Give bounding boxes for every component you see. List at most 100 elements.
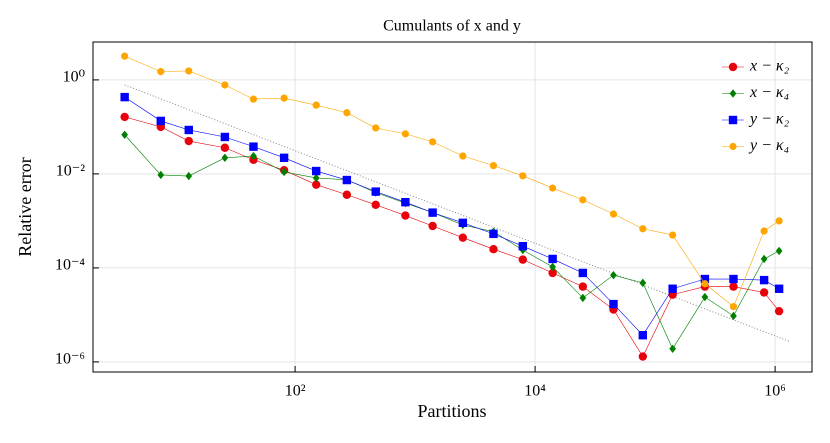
- legend-label: x − κ₂: [749, 58, 790, 75]
- reference-line: [124, 84, 791, 343]
- marker: [249, 95, 258, 103]
- marker: [372, 124, 380, 132]
- marker: [639, 278, 647, 288]
- marker: [312, 101, 320, 109]
- marker: [120, 92, 129, 102]
- y-tick-label: 10⁻⁶: [55, 351, 85, 368]
- marker: [401, 130, 409, 138]
- marker: [774, 306, 784, 316]
- marker: [459, 152, 467, 160]
- marker: [157, 170, 165, 180]
- plot-frame: [92, 41, 813, 373]
- marker: [220, 143, 230, 152]
- marker: [774, 284, 784, 293]
- marker: [701, 280, 709, 288]
- marker: [668, 284, 677, 293]
- marker: [312, 180, 321, 189]
- legend-label: x − κ₄: [749, 84, 789, 101]
- legend-marker: [728, 115, 738, 125]
- marker: [759, 288, 769, 297]
- marker: [639, 225, 647, 233]
- marker: [701, 292, 709, 302]
- marker: [609, 299, 618, 309]
- marker: [638, 352, 648, 361]
- marker: [279, 153, 289, 163]
- marker: [519, 172, 527, 180]
- marker: [548, 268, 557, 278]
- marker: [578, 268, 588, 278]
- marker: [343, 109, 351, 117]
- marker: [669, 344, 676, 354]
- marker: [760, 254, 768, 264]
- marker: [342, 190, 352, 199]
- marker: [185, 67, 193, 75]
- marker: [609, 210, 618, 218]
- series-line: [124, 116, 780, 358]
- marker: [669, 231, 677, 239]
- marker: [121, 130, 129, 139]
- marker: [578, 282, 588, 291]
- marker: [729, 274, 738, 284]
- marker: [579, 293, 587, 303]
- y-tick-label: 10⁻⁴: [55, 257, 85, 274]
- marker: [729, 282, 738, 291]
- marker: [518, 241, 528, 251]
- legend-label: y − κ₄: [748, 137, 789, 154]
- series-line: [124, 134, 780, 350]
- marker: [342, 175, 352, 185]
- legend-marker: [729, 89, 737, 98]
- marker: [489, 162, 498, 170]
- marker: [489, 229, 498, 239]
- marker: [489, 244, 498, 254]
- marker: [184, 136, 193, 146]
- marker: [280, 94, 288, 102]
- marker: [185, 171, 193, 181]
- legend-marker: [729, 142, 737, 151]
- marker: [549, 262, 556, 272]
- marker: [156, 116, 165, 126]
- marker: [371, 187, 380, 196]
- marker: [730, 311, 737, 321]
- y-tick-label: 10⁰: [63, 69, 85, 86]
- marker: [775, 246, 783, 256]
- x-tick-label: 10⁴: [524, 383, 546, 400]
- marker: [760, 227, 768, 235]
- marker: [401, 211, 410, 220]
- chart-title: Cumulants of x and y: [383, 18, 521, 35]
- marker: [729, 303, 738, 311]
- marker: [610, 270, 617, 280]
- marker: [221, 153, 229, 163]
- marker: [518, 255, 528, 264]
- marker: [249, 142, 258, 151]
- marker: [250, 151, 257, 161]
- y-axis-label: Relative error: [15, 157, 35, 256]
- marker: [401, 197, 410, 207]
- x-axis-label: Partitions: [417, 401, 486, 421]
- marker: [280, 167, 288, 177]
- marker: [157, 68, 165, 76]
- marker: [458, 233, 468, 242]
- marker: [579, 196, 587, 204]
- marker: [120, 112, 129, 122]
- marker: [429, 138, 437, 146]
- marker: [221, 81, 229, 89]
- marker: [759, 275, 769, 285]
- marker: [700, 274, 710, 284]
- x-tick-label: 10⁶: [764, 383, 786, 400]
- legend-marker: [728, 62, 738, 72]
- marker: [312, 173, 320, 183]
- marker: [184, 125, 193, 135]
- marker: [220, 132, 230, 142]
- marker: [548, 254, 557, 264]
- legend-label: y − κ₂: [748, 111, 790, 128]
- marker: [312, 166, 321, 176]
- marker: [371, 200, 380, 210]
- y-tick-label: 10⁻²: [56, 163, 85, 180]
- marker: [428, 221, 437, 231]
- marker: [549, 184, 557, 192]
- x-tick-label: 10²: [285, 383, 306, 400]
- marker: [121, 52, 129, 60]
- marker: [638, 331, 648, 340]
- marker: [775, 217, 783, 225]
